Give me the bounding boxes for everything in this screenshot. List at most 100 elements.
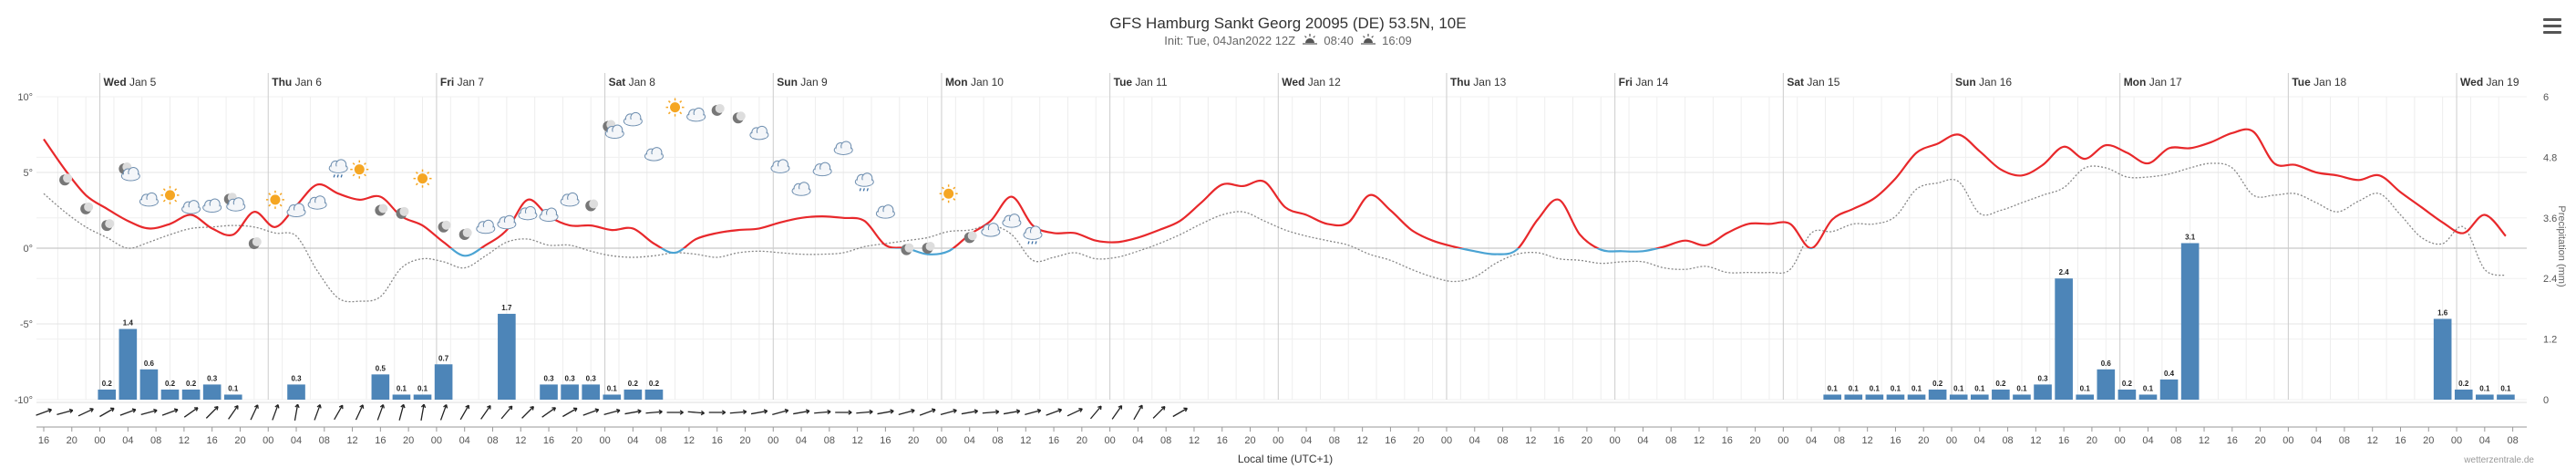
wind-arrow [99,407,115,418]
precip-bar-label: 0.3 [291,374,302,382]
cloud-fill [183,207,199,213]
wind-arrow [645,409,663,415]
x-tick-label: 04 [2142,435,2153,446]
sun-ray [352,162,355,165]
x-tick-label: 16 [880,435,891,446]
x-tick-label: 16 [375,435,386,446]
weather-icon-cloud [286,203,306,217]
precip-bar-label: 0.1 [1953,384,1964,392]
wind-arrow [1172,407,1188,418]
cloud-fill [607,131,623,137]
x-tick-label: 16 [38,435,49,446]
wind-arrow-shaft [459,404,469,421]
wind-arrow [500,405,513,420]
weather-icon-sun [665,98,685,117]
weather-icon-moon [396,206,409,219]
x-tick-label: 04 [627,435,638,446]
rain-drop [1031,241,1034,245]
x-tick-label: 04 [1301,435,1312,446]
weather-icon-cloud [791,182,811,196]
rain-drop [336,174,339,178]
x-tick-label: 04 [291,435,302,446]
x-tick-label: 00 [431,435,442,446]
wind-arrow-shaft [1089,405,1102,420]
sun-ray [162,199,166,203]
weather-icon-cloud [307,195,327,210]
precip-bar-label: 0.1 [1974,384,1985,392]
wind-arrow-head [338,404,343,408]
weather-icon-moon [585,199,599,212]
weather-icon-cloud [981,223,1001,237]
wind-arrow-shaft [562,407,578,418]
wind-arrow-head [173,408,179,411]
wind-arrow-head [400,403,405,408]
wind-arrow-head [486,405,491,408]
wind-arrow-shaft [355,404,364,421]
weather-icon-cloud [749,125,769,141]
wind-arrow-head [911,408,915,412]
precip-bar [623,389,643,400]
precip-bar [561,384,579,400]
precip-bar [392,394,411,400]
sun-icon [417,173,428,184]
precip-bar-label: 0.1 [2016,384,2027,392]
cloud-fill [983,230,998,235]
wind-arrow-shaft [334,404,344,421]
precip-bar-label: 0.2 [1932,380,1943,388]
weather-icon-sun [413,169,432,188]
precip-bar-label: 0.1 [2143,384,2154,392]
wind-arrow [459,404,470,421]
weather-icon-cloud [518,205,538,221]
x-tick-label: 20 [1413,435,1424,446]
cloud-fill [625,119,641,124]
precip-bar [1823,394,1842,400]
wind-arrow-shaft [624,410,642,415]
wind-arrow-head [508,405,512,408]
wind-arrow [582,408,600,416]
wind-arrow-shaft [982,411,999,414]
day-label: Mon Jan 17 [2124,76,2182,89]
rain-drop [333,174,335,178]
wind-arrow-shaft [294,404,299,421]
x-tick-label: 08 [319,435,330,446]
wind-arrow [376,404,385,421]
sun-icon [943,188,954,199]
precip-bar-label: 0.1 [1870,384,1880,392]
wind-arrow-head [47,408,52,411]
precip-bar-label: 0.1 [2479,384,2490,392]
x-tick-label: 20 [1918,435,1929,446]
precip-bar-label: 0.6 [2101,360,2112,368]
day-label: Sat Jan 15 [1787,76,1839,89]
x-tick-label: 20 [572,435,582,446]
weather-icon-cloud [812,162,832,177]
hamburger-menu-icon[interactable] [2543,18,2561,35]
precip-bar-label: 0.2 [2458,380,2469,388]
wind-arrow [398,403,406,421]
wind-arrow-shaft [420,404,425,421]
wind-arrow-shaft [1133,404,1143,421]
weather-icon-cloud [686,107,706,122]
wind-arrow-shaft [1003,410,1020,415]
moon-shade [589,199,599,209]
wind-arrow-head [805,409,810,412]
y-left-tick-label: -5° [20,319,33,330]
x-tick-label: 00 [2451,435,2462,446]
weather-icon-cloud-rain [328,159,348,178]
moon-shade [736,111,746,121]
precip-bar-label: 0.2 [2122,380,2133,388]
sun-ray [942,198,944,201]
precip-bar [1886,394,1905,400]
day-label: Tue Jan 18 [2292,76,2346,89]
x-tick-label: 20 [739,435,750,446]
wind-arrow-head [68,408,73,412]
x-tick-label: 20 [1582,435,1592,446]
wind-arrow-head [890,409,894,412]
wind-arrow-head [1078,408,1083,410]
moon-shade [252,237,262,247]
precip-bar [2117,389,2137,400]
x-tick-label: 16 [1722,435,1733,446]
cloud-fill [520,213,535,218]
day-label: Sat Jan 8 [609,76,656,89]
wind-arrow-shaft [99,407,115,418]
day-label: Sun Jan 16 [1955,76,2012,89]
